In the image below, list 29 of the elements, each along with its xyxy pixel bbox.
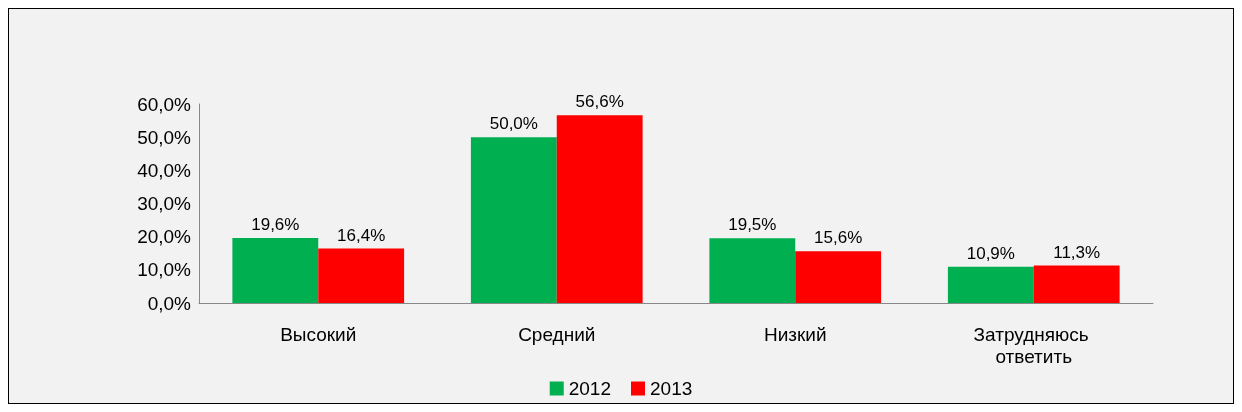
y-tick-label: 10,0% — [137, 259, 192, 281]
data-label: 11,3% — [1053, 242, 1101, 262]
x-tick-label: Низкий — [763, 323, 827, 345]
x-tick-label: Затрудняюсь ответить — [973, 323, 1094, 367]
y-tick-label: 20,0% — [137, 226, 192, 248]
bar — [556, 115, 643, 303]
bar — [947, 266, 1034, 303]
bar — [232, 237, 319, 303]
bar — [795, 251, 882, 303]
bar — [709, 238, 796, 303]
legend-label: 2012 — [568, 378, 612, 399]
data-label: 10,9% — [966, 243, 1015, 263]
y-tick-label: 0,0% — [147, 292, 192, 314]
x-tick-label: Высокий — [280, 323, 357, 345]
legend-label: 2013 — [650, 378, 693, 399]
data-label: 19,5% — [728, 215, 777, 235]
y-tick-label: 40,0% — [137, 159, 192, 181]
y-tick-label: 60,0% — [137, 93, 192, 115]
data-label: 19,6% — [251, 214, 300, 234]
bar — [318, 248, 405, 303]
x-tick-label: Средний — [518, 323, 596, 345]
bar — [470, 137, 557, 303]
data-label: 56,6% — [575, 92, 624, 112]
data-label: 16,4% — [337, 225, 386, 245]
data-label: 15,6% — [814, 228, 863, 248]
y-tick-label: 50,0% — [137, 126, 192, 148]
y-tick-label: 30,0% — [137, 193, 192, 214]
bar — [1033, 265, 1120, 303]
data-label: 50,0% — [489, 114, 538, 134]
